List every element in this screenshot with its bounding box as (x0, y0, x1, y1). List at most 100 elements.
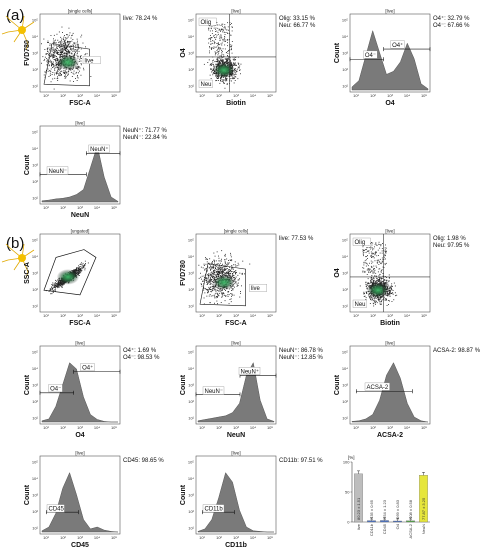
x-tick-label: 10² (216, 425, 222, 430)
event-dot (221, 293, 223, 295)
event-dot (206, 278, 208, 279)
x-tick-label: 10³ (387, 93, 393, 98)
event-dot (228, 274, 230, 276)
gate-label: O4⁺ (82, 364, 93, 371)
x-tick-label: 10¹ (43, 205, 49, 210)
event-dot (214, 265, 216, 267)
event-dot (56, 78, 58, 80)
x-axis-label: CD45 (71, 542, 89, 549)
event-dot (232, 64, 233, 66)
event-dot (53, 63, 55, 65)
event-dot (69, 32, 71, 34)
event-dot (210, 274, 212, 275)
event-dot (212, 267, 214, 269)
y-tick-label: 10³ (188, 383, 194, 388)
histogram-area (41, 144, 119, 203)
event-dot (363, 264, 365, 266)
event-dot (65, 39, 66, 41)
event-dot (385, 282, 387, 283)
gate-label-box (390, 40, 405, 49)
event-dot (368, 250, 370, 252)
event-dot (66, 50, 67, 52)
y-tick-label: 10³ (32, 51, 38, 56)
event-dot (218, 290, 220, 291)
event-dot (59, 284, 61, 286)
density-core (212, 274, 236, 291)
event-dot (386, 284, 388, 286)
x-tick-label: 10⁵ (421, 313, 427, 318)
event-dot (56, 52, 57, 54)
event-dot (73, 47, 74, 49)
event-dot (378, 276, 380, 278)
event-dot (213, 271, 215, 273)
event-dot (220, 25, 222, 26)
event-dot (374, 246, 375, 248)
x-tick-label: 10² (370, 313, 376, 318)
event-dot (76, 269, 77, 271)
event-dot (212, 273, 213, 274)
y-tick-label: 10² (188, 509, 194, 514)
event-dot (392, 293, 394, 295)
event-dot (217, 58, 219, 60)
y-tick-label: 10⁵ (342, 18, 348, 23)
event-dot (212, 74, 214, 76)
event-dot (371, 271, 373, 272)
y-tick-label: 10⁵ (188, 18, 194, 23)
event-dot (224, 32, 226, 33)
event-dot (213, 65, 215, 67)
event-dot (65, 48, 67, 49)
event-dot (66, 46, 68, 47)
event-dot (69, 41, 70, 43)
gate-label: Olig (355, 240, 366, 246)
event-dot (379, 301, 381, 303)
event-dot (227, 52, 229, 54)
y-axis-label: SSC-A (24, 262, 31, 284)
event-dot (207, 283, 209, 284)
event-dot (80, 74, 82, 76)
event-dot (233, 277, 235, 279)
event-dot (209, 280, 211, 282)
event-dot (218, 62, 220, 64)
event-dot (229, 299, 231, 300)
event-dot (209, 47, 211, 49)
event-dot (56, 62, 57, 64)
x-tick-label: 10² (216, 535, 222, 540)
event-dot (57, 284, 59, 286)
event-dot (228, 291, 230, 292)
event-dot (60, 46, 62, 48)
event-dot (61, 53, 62, 55)
event-dot (211, 37, 213, 39)
x-tick-label: 10³ (233, 93, 239, 98)
event-dot (226, 264, 228, 266)
event-dot (57, 282, 59, 284)
event-dot (73, 45, 74, 47)
event-dot (227, 262, 229, 264)
gate-stat: O4⁻: 98.53 % (123, 355, 160, 361)
bar-value-label: 77.87 ± 3.25 (421, 497, 426, 520)
event-dot (383, 258, 385, 260)
event-dot (53, 42, 55, 44)
event-dot (64, 41, 66, 43)
event-dot (239, 69, 241, 71)
event-dot (205, 279, 207, 281)
x-tick-label: 10² (216, 313, 222, 318)
event-dot (217, 294, 219, 296)
event-dot (235, 282, 237, 283)
event-dot (370, 299, 371, 300)
event-dot (60, 283, 62, 285)
event-dot (53, 51, 55, 53)
event-dot (381, 300, 382, 302)
event-dot (73, 81, 74, 82)
event-dot (65, 42, 67, 44)
event-dot (379, 274, 381, 276)
event-dot (205, 280, 207, 281)
event-dot (53, 65, 55, 67)
event-dot (209, 46, 210, 47)
event-dot (216, 36, 217, 38)
event-dot (374, 301, 375, 303)
event-dot (50, 44, 52, 46)
event-dot (365, 259, 367, 261)
event-dot (75, 68, 77, 69)
event-dot (213, 259, 215, 261)
